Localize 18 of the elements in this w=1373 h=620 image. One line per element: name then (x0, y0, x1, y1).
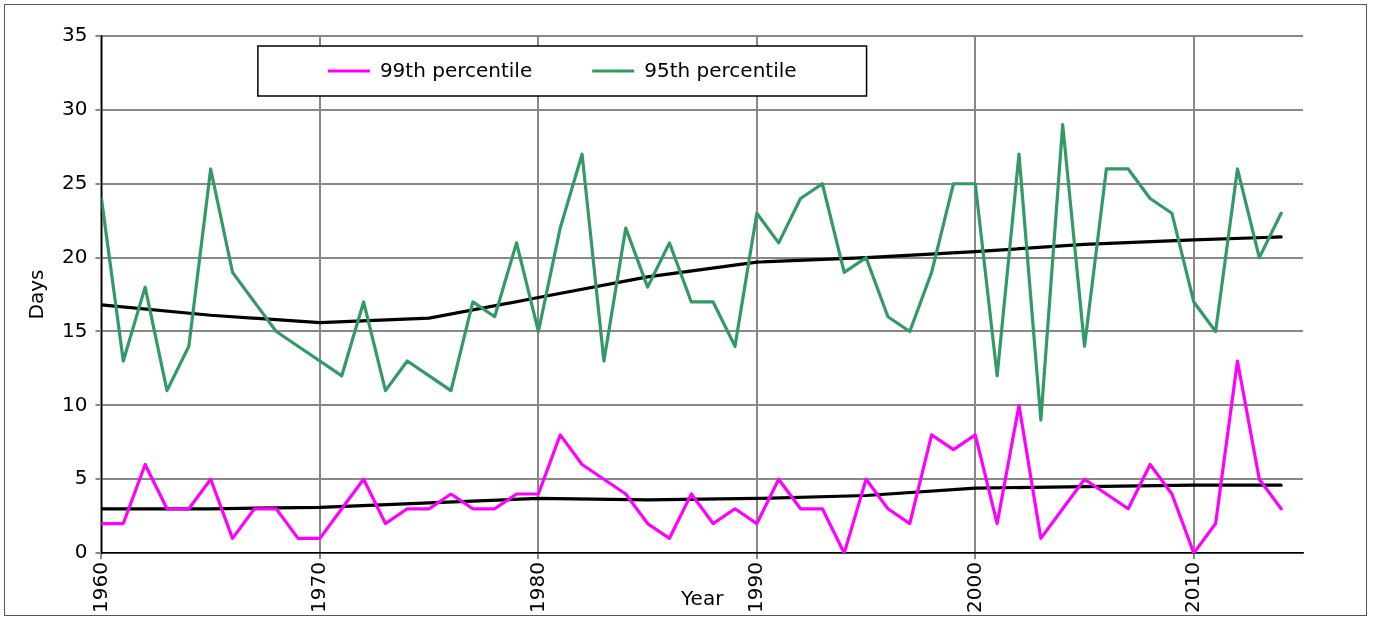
legend-label: 99th percentile (379, 58, 533, 83)
x-tick-label: 2010 (1179, 562, 1204, 614)
legend-label: 95th percentile (644, 58, 797, 83)
y-tick-label: 30 (62, 96, 88, 121)
x-tick-label: 2000 (961, 562, 986, 614)
y-tick-label: 15 (62, 317, 88, 342)
y-tick-label: 0 (74, 539, 88, 564)
x-tick-label: 1990 (743, 562, 768, 614)
x-axis-title: Year (680, 586, 725, 611)
y-tick-label: 35 (62, 22, 88, 47)
x-tick-label: 1960 (87, 562, 112, 614)
y-tick-label: 10 (62, 391, 88, 416)
y-tick-label: 5 (74, 465, 88, 490)
y-tick-label: 20 (62, 243, 88, 268)
y-tick-label: 25 (62, 169, 88, 194)
x-tick-label: 1970 (306, 562, 331, 614)
x-tick-label: 1980 (524, 562, 549, 614)
y-axis-title: Days (24, 269, 49, 320)
